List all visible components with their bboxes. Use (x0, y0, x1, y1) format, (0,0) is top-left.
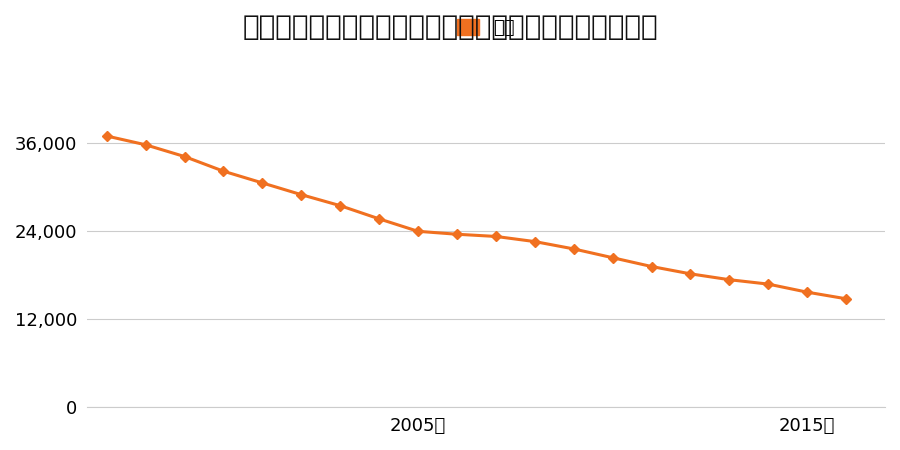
Text: 三重県亀山市能褒野町字能褒野４７番４７外の地価推移: 三重県亀山市能褒野町字能褒野４７番４７外の地価推移 (242, 14, 658, 41)
Legend: 価格: 価格 (450, 12, 522, 44)
